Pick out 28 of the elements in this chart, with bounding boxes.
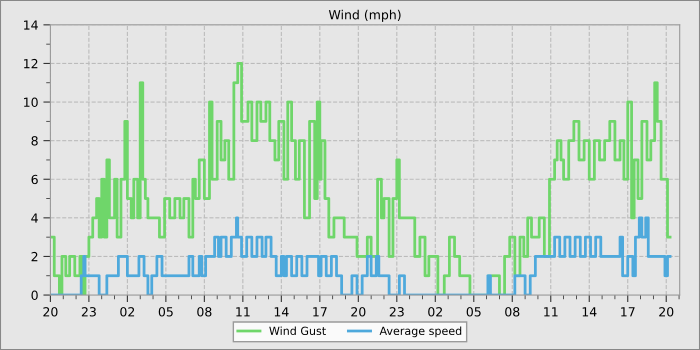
- y-tick-label: 8: [31, 136, 38, 146]
- x-tick-label: 14: [274, 307, 289, 316]
- x-tick-label: 05: [466, 307, 481, 317]
- x-tick-label: 08: [505, 307, 520, 317]
- y-tick-label: 12: [24, 58, 38, 68]
- y-tick-label: 2: [32, 252, 38, 262]
- legend-label: Average speed: [380, 326, 462, 338]
- x-tick-label: 05: [158, 307, 173, 317]
- x-tick-label: 02: [120, 307, 134, 317]
- x-tick-label: 14: [582, 307, 596, 316]
- y-tick-label: 6: [32, 174, 38, 184]
- legend-label: Wind Gust: [269, 326, 326, 336]
- x-tick-label: 08: [197, 307, 212, 317]
- x-tick-label: 02: [428, 307, 442, 317]
- x-tick-label: 17: [621, 307, 635, 316]
- x-tick-label: 23: [390, 307, 404, 317]
- x-tick-label: 17: [313, 307, 327, 316]
- x-tick-label: 20: [351, 307, 366, 317]
- y-tick-label: 4: [31, 213, 38, 223]
- x-tick-label: 11: [544, 307, 558, 316]
- y-tick-label: 0: [31, 290, 38, 300]
- y-tick-label: 14: [24, 20, 38, 30]
- x-tick-label: 11: [236, 307, 250, 316]
- x-tick-label: 23: [82, 307, 96, 317]
- y-tick-label: 10: [24, 98, 38, 107]
- x-tick-label: 20: [43, 307, 58, 317]
- x-tick-label: 20: [659, 307, 674, 317]
- chart-title: Wind (mph): [328, 10, 401, 22]
